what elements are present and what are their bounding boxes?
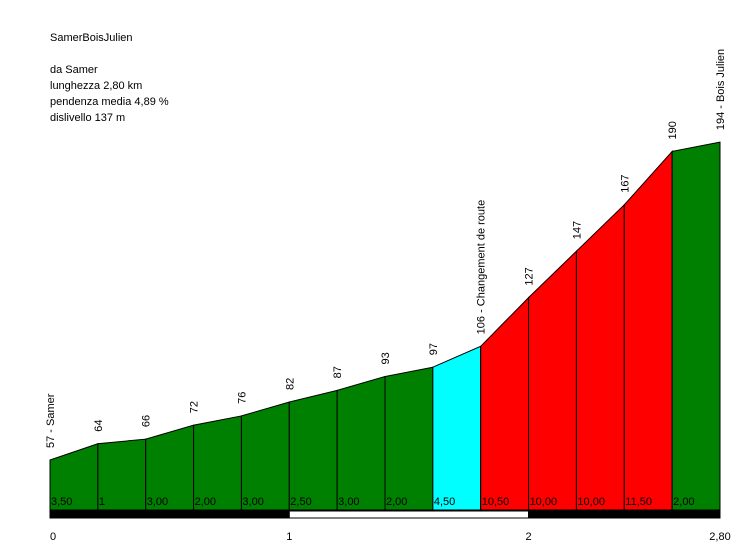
elevation-label: 76 [236, 392, 248, 404]
profile-segment [432, 345, 482, 511]
distance-tick-label: 2,80 [709, 531, 730, 543]
segment-grade-label: 3,50 [51, 496, 72, 508]
elevation-label: 57 - Samer [45, 393, 57, 448]
elevation-label: 87 [332, 366, 344, 378]
profile-segment [336, 375, 386, 511]
distance-scale-segment [528, 510, 721, 519]
profile-segment [528, 250, 577, 511]
elevation-label: 147 [571, 221, 583, 239]
start-label: da Samer [50, 64, 98, 76]
distance-tick-label: 1 [286, 531, 292, 543]
segment-grade-label: 2,00 [195, 496, 216, 508]
length-label: lunghezza 2,80 km [50, 80, 143, 92]
segment-grade-label: 10,00 [577, 496, 605, 508]
elevation-label: 64 [93, 420, 105, 432]
profile-segment [240, 401, 290, 511]
distance-scale-segment [49, 510, 290, 519]
segment-grade-label: 10,00 [530, 496, 558, 508]
elevation-label: 127 [524, 267, 536, 285]
elevation-label: 66 [141, 415, 153, 427]
segment-grade-label: 2,00 [673, 496, 694, 508]
elevation-gain-label: dislivello 137 m [50, 112, 126, 124]
profile-segment [288, 389, 338, 511]
profile-segment [480, 296, 530, 511]
elevation-label: 82 [284, 378, 296, 390]
profile-title: SamerBoisJulien [50, 32, 133, 44]
profile-segment [623, 150, 673, 511]
profile-segment [671, 141, 721, 511]
elevation-label: 97 [428, 343, 440, 355]
distance-tick-label: 2 [526, 531, 532, 543]
segment-grade-label: 2,50 [290, 496, 311, 508]
profile-segment [575, 203, 625, 511]
segment-grade-label: 10,50 [482, 496, 510, 508]
profile-segment [384, 366, 434, 511]
elevation-label: 190 [667, 121, 679, 139]
elevation-label: 106 - Changement de route [476, 200, 488, 335]
profile-info: SamerBoisJulien da Samer lunghezza 2,80 … [50, 30, 169, 126]
elevation-label: 167 [619, 174, 631, 192]
distance-scale-segment [288, 510, 530, 519]
segment-grade-label: 4,50 [434, 496, 455, 508]
distance-tick-label: 0 [50, 531, 56, 543]
segment-grade-label: 3,00 [147, 496, 168, 508]
elevation-label: 93 [380, 352, 392, 364]
segment-grade-label: 3,00 [242, 496, 263, 508]
average-grade-label: pendenza media 4,89 % [50, 96, 169, 108]
elevation-label: 72 [189, 401, 201, 413]
segment-grade-label: 2,00 [386, 496, 407, 508]
segment-grade-label: 1 [99, 496, 105, 508]
segment-grade-label: 3,00 [338, 496, 359, 508]
elevation-label: 194 - Bois Julien [715, 49, 727, 130]
profile-segment [97, 438, 147, 511]
segment-grade-label: 11,50 [625, 496, 652, 508]
